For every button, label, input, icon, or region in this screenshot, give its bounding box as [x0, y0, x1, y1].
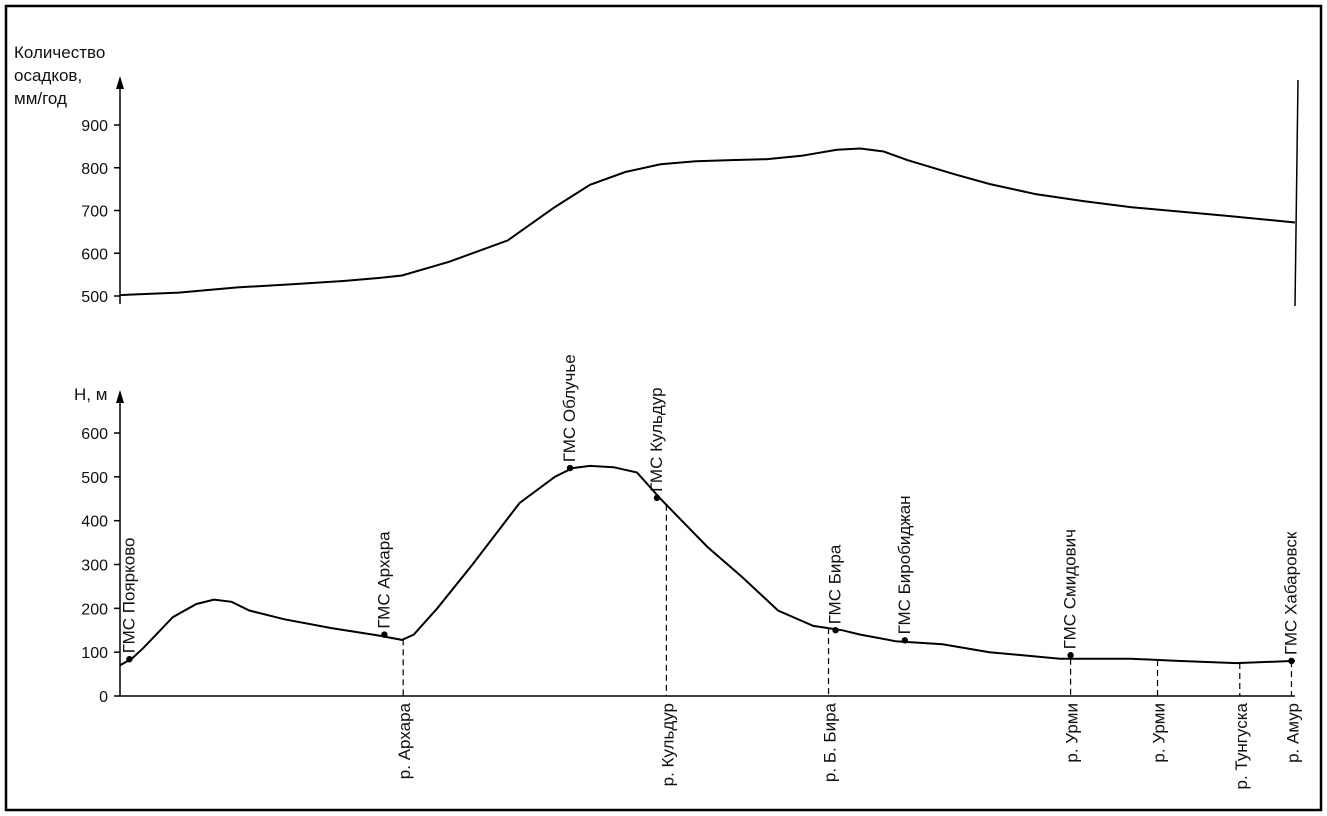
station-point [901, 637, 909, 644]
precip-ylabel-line-2: осадков, [14, 66, 82, 85]
station-label: ГМС Хабаровск [1281, 531, 1300, 655]
elevation-y-axis-arrow-icon [116, 390, 124, 403]
precip-ytick-label: 700 [81, 204, 108, 221]
station-point [832, 627, 839, 634]
precip-ytick-label: 500 [81, 289, 108, 306]
station-point [381, 631, 388, 638]
precip-y-axis-arrow-icon [116, 76, 124, 89]
elevation-chart: Н, м 0 100 200 300 400 500 600 р. Архара р. Кул… [74, 354, 1302, 789]
precip-series-line [119, 147, 1296, 297]
station-label: ГМС Кульдур [647, 387, 666, 491]
station-label: ГМС Облучье [560, 354, 579, 462]
precip-ytick-label: 900 [81, 118, 108, 135]
elevation-ylabel: Н, м [74, 385, 107, 404]
river-label: р. Б. Бира [821, 702, 840, 782]
precip-ytick-label: 800 [81, 161, 108, 178]
station-label: ГМС Архара [374, 531, 393, 629]
station-point [1288, 657, 1295, 665]
station-label: ГМС Бира [826, 544, 845, 624]
precip-ytick-label: 600 [81, 246, 108, 263]
elevation-ytick-label: 0 [99, 689, 108, 706]
station-point [653, 494, 661, 502]
station-label: ГМС Биробиджан [895, 495, 914, 634]
river-label: р. Кульдур [658, 703, 677, 786]
elevation-series-line [119, 464, 1296, 667]
river-label: р. Тунгуска [1232, 702, 1251, 789]
river-label: р. Урми [1063, 703, 1082, 763]
station-point [126, 655, 133, 663]
elevation-ytick-label: 600 [81, 426, 108, 443]
precip-right-border [1294, 79, 1299, 307]
river-label: р. Урми [1150, 703, 1169, 763]
elevation-ytick-label: 300 [81, 558, 108, 575]
station-label: ГМС Поярково [119, 537, 138, 653]
river-label: р. Архара [395, 702, 414, 779]
precip-ylabel-line-3: мм/год [14, 89, 67, 108]
precipitation-chart: Количество осадков, мм/год 500 600 700 800 9… [14, 43, 1299, 307]
elevation-ytick-label: 400 [81, 514, 108, 531]
station-point [566, 464, 574, 472]
elevation-ytick-label: 100 [81, 645, 108, 662]
elevation-ytick-label: 200 [81, 601, 108, 618]
station-point [1067, 652, 1074, 659]
river-label: р. Амур [1283, 703, 1302, 763]
elevation-ytick-label: 500 [81, 470, 108, 487]
frame-border [4, 4, 1323, 812]
station-label: ГМС Смидович [1061, 529, 1080, 649]
precip-ylabel-line-1: Количество [14, 43, 105, 62]
